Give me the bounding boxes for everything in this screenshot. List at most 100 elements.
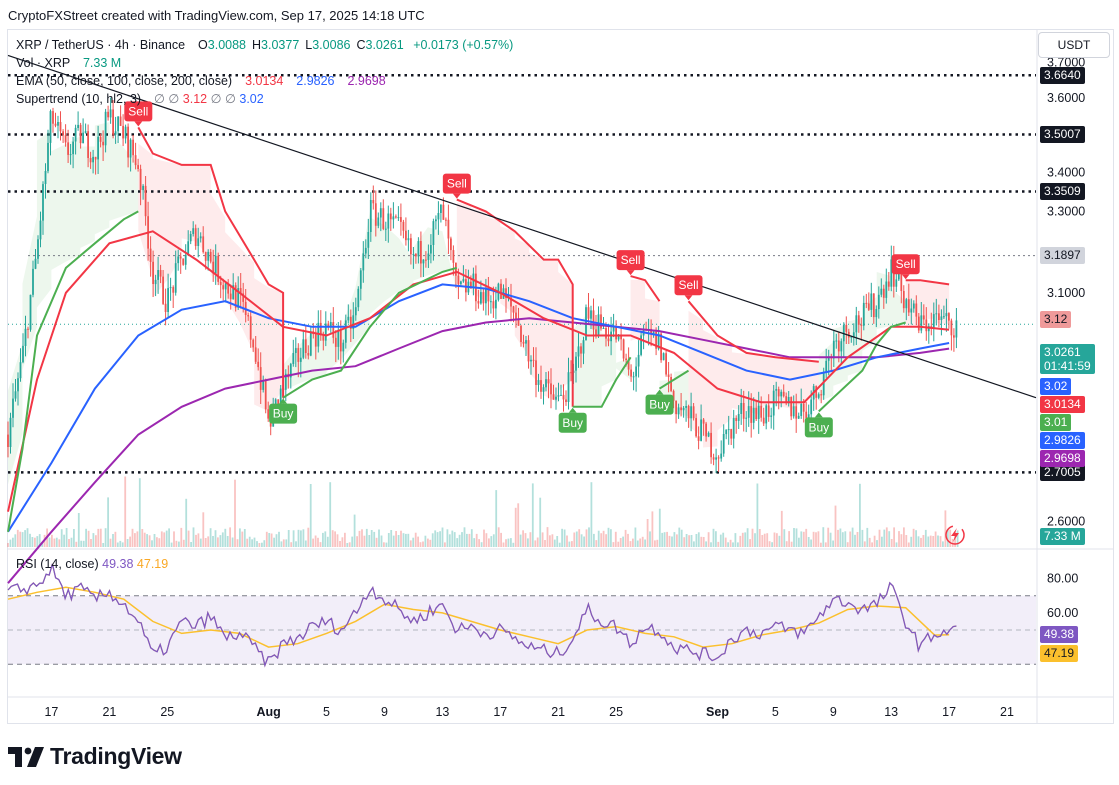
candle-body: [42, 184, 44, 221]
buy-signal: Buy: [558, 407, 587, 433]
volume-bar: [600, 533, 603, 547]
candle-body: [314, 334, 317, 347]
volume-bar: [517, 503, 520, 547]
signal-pointer: [134, 121, 143, 127]
candle-body: [440, 204, 442, 213]
candle-body: [94, 156, 97, 160]
volume-bar: [707, 532, 710, 547]
candle-body: [700, 419, 702, 441]
volume-bar: [805, 528, 808, 547]
candle-body: [144, 185, 147, 217]
volume-bar: [344, 532, 346, 547]
volume-bar: [365, 528, 368, 547]
volume-bar: [14, 534, 17, 547]
volume-bar: [165, 530, 168, 547]
volume-bar: [248, 536, 251, 547]
volume-bar: [221, 532, 224, 547]
candle-body: [154, 279, 157, 285]
volume-bar: [99, 528, 102, 547]
currency-button[interactable]: USDT: [1038, 32, 1110, 58]
volume-bar: [607, 527, 610, 547]
candle-body: [139, 168, 142, 190]
volume-bar: [895, 542, 898, 547]
signal-label: Sell: [447, 177, 467, 191]
candle-body: [875, 309, 878, 318]
volume-bar: [329, 482, 332, 547]
volume-bar: [492, 534, 495, 547]
candle-body: [27, 328, 29, 330]
candle-body: [577, 346, 580, 357]
time-tick-label: 21: [1000, 705, 1014, 719]
candle-body: [344, 320, 347, 343]
volume-bar: [658, 508, 661, 547]
signal-label: Sell: [621, 253, 641, 267]
volume-bar: [141, 529, 144, 547]
rsi-ma-line: [7, 586, 950, 648]
candle-body: [685, 406, 687, 408]
volume-bar: [336, 534, 339, 547]
volume-bar: [910, 536, 913, 547]
symbol-label[interactable]: XRP / TetherUS · 4h · Binance: [16, 38, 186, 52]
volume-bar: [942, 541, 944, 547]
volume-bar: [846, 542, 849, 547]
candle-body: [667, 374, 670, 377]
candle-body: [948, 313, 950, 321]
volume-bar: [390, 530, 393, 547]
legend-supertrend-row: Supertrend (10, hl2, 3) ∅ ∅ 3.12 ∅ ∅ 3.0…: [16, 90, 513, 108]
volume-bar: [143, 532, 146, 547]
candle-body: [72, 141, 74, 155]
supertrend-value-2: ∅: [168, 92, 180, 106]
supertrend-label[interactable]: Supertrend (10, hl2, 3): [16, 92, 142, 106]
candle-body: [567, 372, 570, 402]
rsi-label[interactable]: RSI (14, close): [16, 557, 99, 571]
candle-body: [535, 360, 537, 385]
ema-label[interactable]: EMA (50, close, 100, close, 200, close): [16, 74, 233, 88]
ema200-value: 2.9698: [347, 74, 386, 88]
volume-bar: [302, 529, 305, 547]
candle-body: [450, 238, 452, 251]
candle-body: [500, 283, 502, 299]
candle-body: [107, 111, 109, 118]
volume-bar: [212, 536, 214, 547]
candle-body: [775, 389, 778, 391]
supertrend-fill: [8, 122, 950, 532]
volume-bar: [290, 542, 293, 547]
volume-bar: [697, 532, 700, 547]
candle-body: [657, 333, 660, 349]
candle-body: [792, 406, 795, 417]
candle-body: [234, 285, 237, 308]
volume-bar: [817, 531, 820, 547]
candle-body: [672, 390, 675, 401]
volume-bar: [612, 542, 615, 547]
candle-body: [600, 314, 602, 329]
volume-bar: [651, 511, 654, 547]
volume-bar: [644, 539, 646, 547]
legend-ema-row: EMA (50, close, 100, close, 200, close) …: [16, 72, 513, 90]
volume-bar: [178, 541, 180, 547]
candle-body: [915, 303, 918, 317]
candle-body: [725, 429, 728, 435]
time-tick-label: 17: [493, 705, 507, 719]
volume-bar: [385, 542, 388, 547]
volume-bar: [392, 535, 395, 547]
candle-body: [284, 373, 287, 390]
supertrend-up-5: [572, 356, 632, 408]
volume-label[interactable]: Vol · XRP: [16, 56, 70, 70]
price-tick-label: 2.6000: [1047, 515, 1085, 529]
volume-bar: [946, 528, 949, 547]
supertrend-fill-down-10: [905, 280, 950, 326]
volume-bar: [588, 527, 590, 547]
volume-bar: [932, 536, 935, 547]
candle-body: [765, 405, 768, 424]
volume-bar: [170, 542, 173, 547]
signal-box: [616, 250, 645, 271]
volume-bar: [414, 532, 417, 547]
candle-body: [84, 131, 87, 133]
candle-body: [865, 302, 868, 304]
volume-bar: [680, 529, 683, 547]
candle-body: [902, 291, 905, 309]
candle-body: [530, 359, 532, 362]
candle-body: [815, 386, 818, 398]
candle-body: [184, 255, 187, 265]
